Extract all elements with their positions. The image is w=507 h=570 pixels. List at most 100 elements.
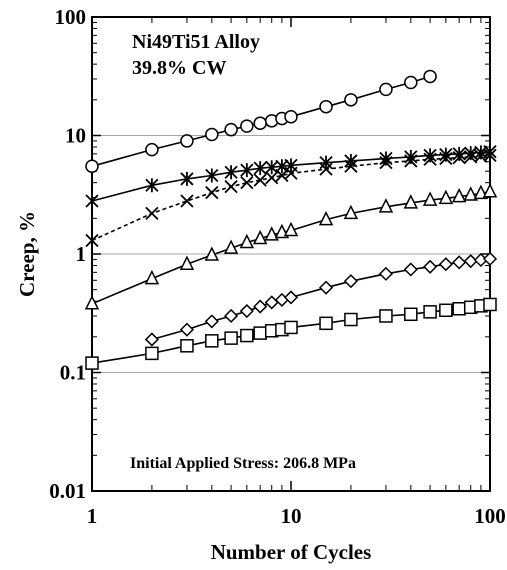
data-point-circle: [240, 119, 254, 133]
x-tick-label: 10: [281, 504, 302, 528]
data-point-asterisk: [319, 155, 333, 170]
data-point-x: [253, 173, 267, 187]
x-axis-label: Number of Cycles: [211, 540, 372, 564]
series-line-triangle: [91, 191, 491, 305]
data-point-diamond: [224, 308, 239, 324]
x-tick-label: 100: [474, 504, 506, 528]
chart-title-line-2: 39.8% CW: [132, 57, 226, 79]
data-point-x: [224, 180, 238, 194]
data-point-square: [439, 303, 453, 318]
data-point-square: [224, 331, 238, 345]
data-point-circle: [423, 69, 437, 84]
data-point-triangle: [84, 295, 100, 310]
data-point-triangle: [343, 204, 359, 220]
data-point-diamond: [179, 322, 195, 337]
series-asterisk: [85, 144, 497, 209]
data-point-x: [319, 162, 333, 176]
data-point-triangle: [239, 233, 255, 249]
data-point-diamond: [452, 255, 467, 270]
data-point-diamond: [144, 332, 159, 347]
data-point-diamond: [239, 303, 254, 319]
data-point-diamond: [204, 314, 219, 329]
data-point-x: [180, 194, 194, 208]
series-circle: [85, 69, 437, 174]
data-point-square: [319, 316, 333, 331]
data-point-triangle: [438, 189, 454, 205]
data-point-square: [205, 334, 219, 348]
data-point-x: [464, 150, 478, 164]
data-point-triangle: [482, 183, 498, 198]
data-point-diamond: [253, 299, 268, 314]
data-point-asterisk: [180, 171, 194, 186]
data-point-square: [344, 312, 358, 327]
data-point-triangle: [451, 187, 467, 203]
data-point-x: [404, 154, 418, 168]
data-point-triangle: [378, 198, 394, 213]
data-point-diamond: [423, 259, 438, 274]
data-point-x: [452, 151, 466, 165]
gridlines: [92, 135, 490, 373]
y-tick-label: 100: [55, 5, 87, 29]
series-group: [84, 69, 498, 370]
data-point-asterisk: [240, 163, 254, 178]
data-point-x: [85, 233, 99, 248]
axis-ticks: 0.01 0.1 1 10 100 1 10 100: [49, 5, 506, 528]
data-point-square: [284, 320, 298, 335]
data-point-x: [483, 148, 497, 162]
data-point-square: [180, 339, 194, 353]
data-point-triangle: [422, 191, 438, 206]
data-point-circle: [379, 82, 393, 97]
data-point-diamond: [318, 280, 334, 295]
data-point-triangle: [318, 210, 334, 226]
x-tick-label: 1: [87, 504, 98, 528]
data-point-triangle: [463, 186, 478, 201]
data-point-square: [145, 346, 159, 361]
y-axis-label: Creep, %: [15, 211, 39, 297]
data-point-x: [284, 166, 298, 180]
data-point-square: [253, 326, 267, 340]
data-point-diamond: [264, 295, 279, 310]
data-point-diamond: [283, 290, 299, 305]
data-point-triangle: [223, 239, 239, 254]
data-point-x: [205, 185, 219, 200]
data-point-square: [423, 305, 437, 319]
y-tick-label: 0.01: [49, 479, 86, 503]
data-point-diamond: [438, 257, 453, 272]
y-tick-label: 0.1: [60, 361, 86, 385]
data-point-circle: [224, 122, 238, 137]
data-point-square: [483, 297, 497, 312]
data-point-circle: [85, 159, 99, 174]
series-diamond: [144, 251, 498, 347]
data-point-circle: [145, 142, 159, 157]
data-point-x: [240, 176, 254, 190]
data-point-asterisk: [224, 165, 238, 180]
data-point-triangle: [252, 229, 268, 245]
data-point-square: [379, 309, 393, 323]
data-point-circle: [253, 116, 267, 130]
data-point-square: [452, 302, 466, 316]
data-point-square: [240, 328, 254, 343]
data-point-diamond: [343, 274, 358, 289]
data-point-x: [344, 159, 358, 173]
chart-title-line-1: Ni49Ti51 Alloy: [132, 31, 260, 53]
data-point-square: [404, 307, 418, 322]
data-point-square: [85, 356, 99, 370]
data-point-diamond: [463, 254, 478, 269]
data-point-x: [439, 151, 453, 166]
data-point-triangle: [179, 255, 195, 270]
data-point-asterisk: [145, 178, 159, 193]
series-line-asterisk: [91, 150, 491, 202]
data-point-asterisk: [205, 168, 219, 183]
data-point-triangle: [403, 194, 419, 209]
series-triangle: [84, 183, 498, 310]
data-point-x: [265, 171, 279, 185]
data-point-triangle: [204, 246, 220, 261]
series-x: [85, 148, 497, 248]
series-square: [85, 297, 497, 370]
data-point-asterisk: [253, 161, 267, 176]
data-point-circle: [284, 109, 298, 124]
data-point-circle: [319, 99, 333, 114]
data-point-diamond: [378, 266, 394, 281]
data-point-triangle: [283, 221, 299, 237]
